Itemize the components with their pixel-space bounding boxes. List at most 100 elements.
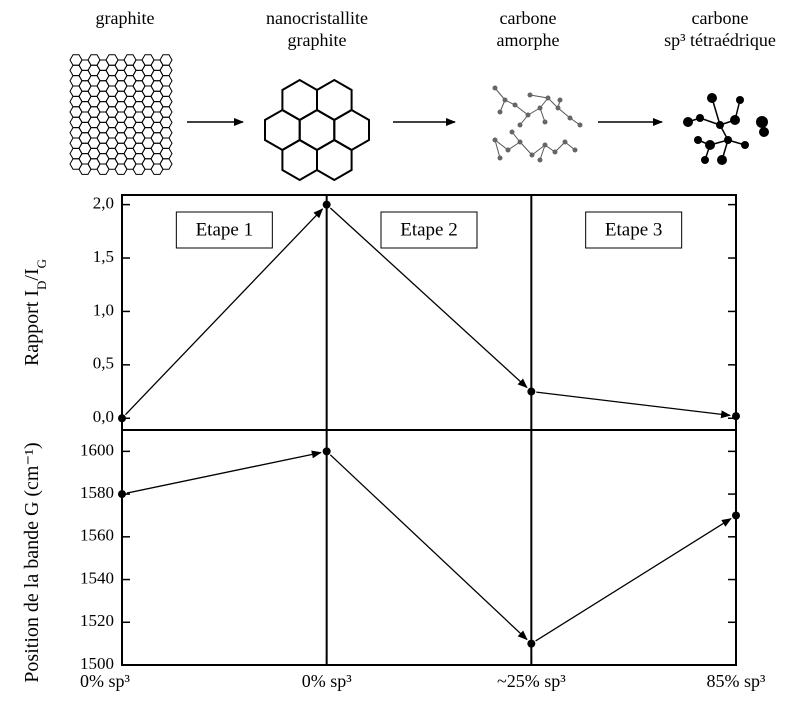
atom	[717, 155, 727, 165]
bond	[494, 139, 509, 151]
bond	[514, 104, 529, 116]
atom	[497, 155, 503, 161]
atom	[759, 127, 769, 137]
x-tick-label: 0% sp³	[302, 671, 352, 691]
atom	[555, 105, 561, 111]
atom	[557, 97, 563, 103]
atom	[562, 139, 568, 145]
stage-box	[585, 211, 683, 249]
data-point	[322, 200, 331, 209]
atom	[567, 115, 573, 121]
arrow-connector	[329, 207, 528, 389]
arrow-connector	[536, 391, 732, 419]
illustration-label: carbone	[692, 8, 749, 28]
x-tick-label: ~25% sp³	[497, 671, 566, 691]
atom	[542, 119, 548, 125]
bond	[494, 139, 501, 159]
y-tick-label: 1,5	[93, 247, 114, 266]
y-tick-label: 0,5	[93, 354, 114, 373]
atom	[730, 115, 740, 125]
atom	[542, 142, 548, 148]
illustration-label: sp³ tétraédrique	[664, 30, 776, 50]
y-tick-label: 1520	[80, 611, 114, 630]
arrow-connector	[535, 518, 732, 642]
atom	[505, 147, 511, 153]
hexagon	[159, 95, 173, 108]
hexagon	[159, 85, 173, 97]
atom	[736, 96, 744, 104]
illustration-label: carbone	[500, 8, 557, 28]
x-tick-label: 0% sp³	[80, 671, 130, 691]
hexagon	[316, 138, 353, 182]
y-tick-label: 0,0	[93, 407, 114, 426]
y-tick-label: 1580	[80, 483, 114, 502]
data-point	[732, 412, 740, 421]
hexagon	[159, 75, 173, 87]
atom	[756, 116, 768, 128]
illustration-label: graphite	[96, 8, 155, 28]
illustration-label: amorphe	[497, 30, 560, 50]
hexagon	[281, 138, 318, 182]
chart: 0,0 0,5 1,0 1,5 2,0 Rapport ID/IG Etape 1 Etape…	[21, 194, 766, 691]
x-tick-label: 85% sp³	[707, 671, 766, 691]
atom	[492, 85, 498, 91]
atom	[741, 141, 749, 149]
stage-label: Etape 3	[605, 219, 663, 240]
y-axis-label-part: /I	[21, 268, 43, 280]
atom	[502, 97, 508, 103]
illustrations: graphite nanocristallitegraphitecarboneam…	[69, 8, 776, 182]
atom	[492, 137, 498, 143]
bond	[494, 87, 506, 101]
atom	[509, 129, 515, 135]
bond	[531, 144, 546, 156]
y-axis-label: Position de la bande G (cm⁻¹)	[21, 442, 43, 682]
y-tick-label: 1,0	[93, 300, 114, 319]
stage-label: Etape 2	[400, 219, 458, 240]
atom	[705, 140, 715, 150]
y-tick-label: 1600	[80, 440, 114, 459]
data-point	[527, 387, 536, 396]
bond	[539, 144, 546, 161]
atom	[529, 152, 535, 158]
illustration-label: nanocristallite	[266, 8, 368, 28]
atom	[527, 92, 533, 98]
y-tick-label: 1500	[80, 654, 114, 673]
y-axis-label-part: Position de la bande G (cm⁻¹)	[21, 442, 43, 682]
hexagon	[159, 137, 173, 149]
data-point	[527, 639, 536, 648]
atom	[537, 105, 543, 111]
stage-box	[175, 211, 273, 249]
data-point	[322, 447, 331, 456]
hexagon	[159, 127, 173, 139]
hexagon	[159, 54, 173, 66]
atom	[552, 149, 558, 155]
arrow-connector	[124, 208, 324, 416]
hexagon	[159, 147, 173, 160]
atom	[517, 122, 523, 128]
y-axis-label-part: Rapport I	[21, 290, 43, 366]
atom	[525, 112, 531, 118]
atom	[701, 156, 709, 164]
hexagon	[159, 64, 173, 77]
bond	[519, 141, 533, 156]
hexagon	[159, 158, 173, 170]
atom	[683, 117, 693, 127]
bond	[557, 107, 571, 119]
illustration-label: graphite	[288, 30, 347, 50]
atom	[577, 122, 583, 128]
bond	[529, 94, 549, 99]
atom	[694, 136, 702, 144]
hexagon	[159, 116, 173, 129]
hexagon	[159, 106, 173, 118]
atom	[572, 147, 578, 153]
atom	[497, 109, 503, 115]
atom	[545, 95, 551, 101]
atom	[512, 102, 518, 108]
atom	[716, 121, 724, 129]
y-tick-label: 2,0	[93, 194, 114, 213]
y-tick-label: 1560	[80, 526, 114, 545]
data-point	[118, 490, 126, 499]
stage-label: Etape 1	[196, 219, 254, 240]
arrow-connector	[329, 454, 528, 641]
atom	[517, 139, 523, 145]
